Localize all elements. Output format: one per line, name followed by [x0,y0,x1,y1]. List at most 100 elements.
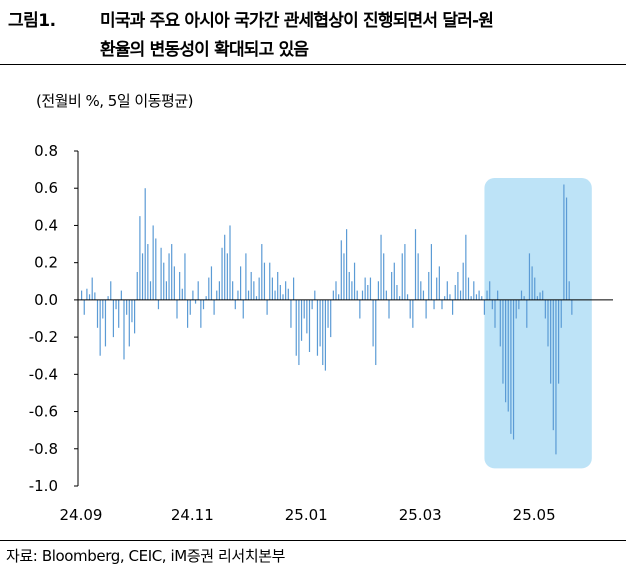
bar [94,292,96,300]
x-tick-label: 25.05 [513,506,556,524]
bar [467,277,470,300]
bar [221,247,223,300]
bar [475,294,478,300]
bar [324,299,326,371]
bar [441,299,443,310]
bar [348,271,350,300]
bar [523,296,525,300]
bar-chart: 0.8 0.6 0.4 0.2 0.0 -0.2 -0.4 -0.6 -0.8 -1.024.09… [29,142,613,524]
bar [353,262,356,300]
bar [269,262,271,300]
figure-title-line-2: 환율의 변동성이 확대되고 있음 [100,40,309,60]
bar [83,299,85,315]
y-tick-label: -1.0 [29,477,58,495]
bar [465,234,467,300]
bar [210,266,213,300]
bar [155,238,157,300]
bar [300,299,303,341]
bar [277,271,279,300]
bar [144,188,146,300]
unit-note: (전월비 %, 5일 이동평균) [36,92,193,110]
bar [107,296,109,300]
bar [558,299,560,384]
bar [486,290,488,300]
bar [263,262,266,300]
bar [128,299,130,347]
bar [462,262,464,300]
bar [396,285,398,300]
bar [497,290,499,300]
bar [526,299,528,328]
bar [181,288,183,300]
bar [332,290,334,300]
bar [274,290,276,300]
figure-title-line-1: 미국과 주요 아시아 국가간 관세협상이 진행되면서 달러-원 [100,11,494,31]
bar [126,299,128,315]
bar [316,299,319,356]
bar [308,299,311,352]
bar [505,299,507,403]
bar [361,290,364,300]
bar [507,299,509,412]
bar [322,299,324,366]
bar [555,299,557,455]
y-tick-label: 0.6 [34,179,58,197]
bar [483,299,485,315]
bar [242,299,244,319]
y-tick-label: 0.2 [34,254,58,272]
bottom-rule [0,540,626,541]
bar [134,299,136,334]
bar [96,299,99,328]
bar [414,229,417,300]
bar [184,253,186,300]
bar [534,277,536,300]
bar [253,281,255,300]
bar [547,299,549,347]
bar [433,299,435,310]
bar [216,290,218,300]
bar [205,296,207,300]
bar [163,262,165,300]
bar [131,299,133,323]
bar [404,244,406,300]
bar [565,197,568,300]
y-tick-label: 0.8 [34,142,58,160]
bar [356,290,358,300]
bar [446,281,448,300]
bar [531,266,533,300]
bar [512,299,515,440]
bar [560,299,562,328]
bar [197,281,199,300]
bar [319,299,321,347]
bar [422,290,425,300]
bar [552,299,554,431]
bar [266,299,268,315]
bar [380,234,382,300]
bar [420,281,422,300]
bar [110,281,112,300]
figure-label: 그림1. [8,11,56,31]
y-tick-label: -0.4 [29,365,58,383]
bar [115,299,117,310]
bar [118,299,120,328]
bar [311,299,313,310]
bar [250,271,252,300]
bar [255,296,258,300]
bar [189,299,191,315]
bar [330,299,332,338]
bar [139,216,141,300]
bar [168,253,170,300]
bar [314,290,316,300]
bar [372,299,374,347]
bar [293,277,295,300]
source-note: 자료: Bloomberg, CEIC, iM증권 리서치본부 [6,547,286,565]
y-tick-label: 0.0 [34,291,58,309]
y-tick-label: 0.4 [34,216,58,234]
bar [303,299,305,319]
bar [550,299,552,384]
bar [271,277,273,300]
bar [399,296,401,300]
bar [563,184,565,300]
bar [171,244,173,300]
bar [218,281,220,300]
